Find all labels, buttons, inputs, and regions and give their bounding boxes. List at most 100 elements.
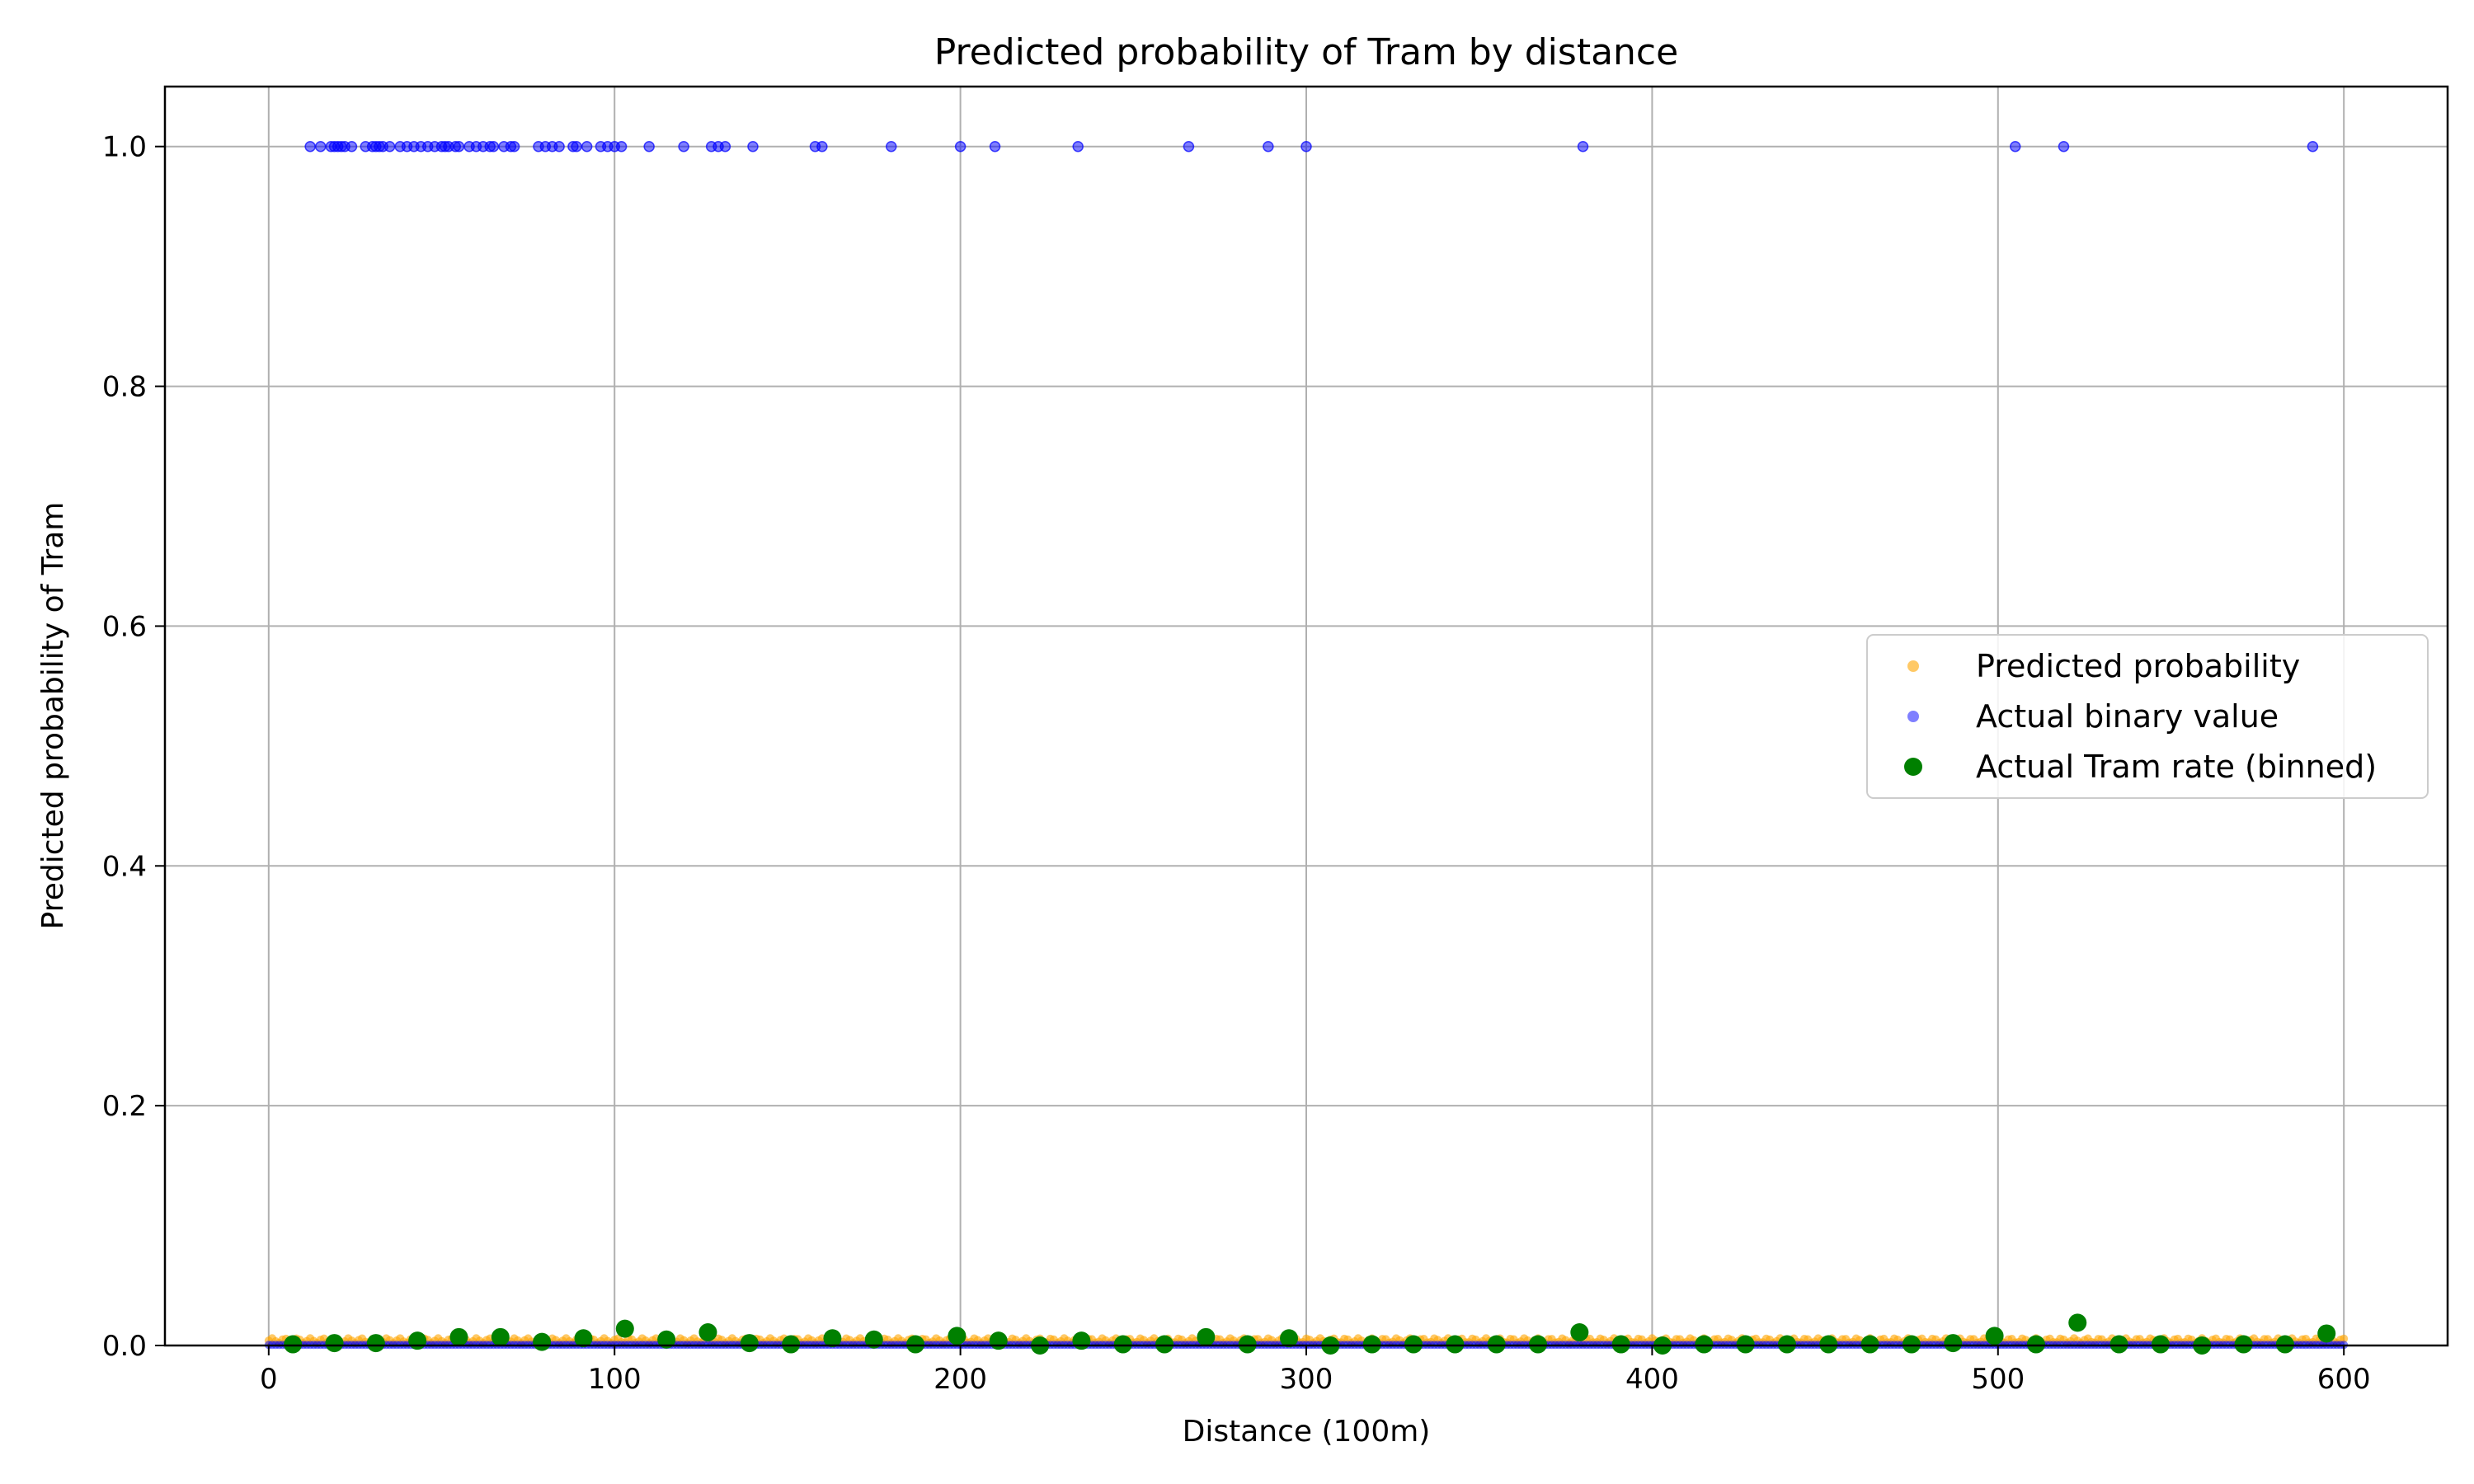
y-tick-label: 1.0 xyxy=(102,131,147,164)
binned-rate-point xyxy=(1487,1335,1506,1354)
actual-binary-one-point xyxy=(719,140,731,153)
binned-rate-point xyxy=(657,1330,676,1349)
actual-binary-one-point xyxy=(1300,140,1312,153)
binned-rate-point xyxy=(449,1327,468,1346)
actual-binary-one-point xyxy=(453,140,465,153)
binned-rate-point xyxy=(1695,1335,1714,1354)
binned-rate-point xyxy=(1985,1327,2004,1345)
legend: Predicted probability Actual binary value… xyxy=(1866,634,2429,799)
actual-binary-one-point xyxy=(487,140,500,153)
binned-rate-point xyxy=(408,1331,427,1350)
binned-rate-point xyxy=(2109,1335,2128,1354)
legend-entry-predicted-probability-label: Predicted probability xyxy=(1976,648,2300,684)
binned-rate-point xyxy=(1736,1335,1755,1354)
actual-binary-one-point xyxy=(678,140,689,153)
binned-rate-point xyxy=(2068,1313,2087,1332)
actual-binary-one-point xyxy=(571,140,582,153)
x-tick-label: 600 xyxy=(2317,1363,2371,1396)
x-tick-label: 200 xyxy=(934,1363,987,1396)
actual-binary-one-point xyxy=(553,140,565,153)
binned-rate-point xyxy=(2151,1335,2170,1354)
x-tick-label: 0 xyxy=(260,1363,278,1396)
binned-rate-point xyxy=(325,1334,344,1353)
y-tick-label: 0.2 xyxy=(102,1090,147,1123)
actual-binary-one-point xyxy=(2010,140,2021,153)
predicted-probability-point xyxy=(2340,1334,2349,1343)
x-axis-ticks: 0 100 200 300 400 500 600 xyxy=(260,1345,2371,1396)
binned-rate-point xyxy=(906,1335,925,1354)
legend-entry-binned-rate-label: Actual Tram rate (binned) xyxy=(1976,749,2377,785)
actual-binary-one-point xyxy=(304,140,316,153)
chart-title: Predicted probability of Tram by distanc… xyxy=(934,31,1678,73)
x-tick-label: 400 xyxy=(1625,1363,1679,1396)
legend-entry-actual-binary-value-marker xyxy=(1907,711,1919,722)
binned-rate-point xyxy=(1197,1327,1216,1346)
binned-rate-point xyxy=(740,1334,759,1353)
legend-entry-binned-rate-marker xyxy=(1904,758,1922,776)
x-tick-label: 100 xyxy=(588,1363,642,1396)
x-axis-label: Distance (100m) xyxy=(1183,1415,1431,1449)
binned-rate-point xyxy=(533,1332,552,1351)
binned-rate-point xyxy=(698,1323,717,1342)
binned-rate-point xyxy=(1238,1335,1257,1354)
actual-binary-one-point xyxy=(1263,140,1274,153)
binned-rate-point xyxy=(1280,1329,1299,1348)
actual-binary-one-point xyxy=(2058,140,2070,153)
y-axis-label: Predicted probability of Tram xyxy=(36,502,70,930)
actual-binary-one-point xyxy=(314,140,327,153)
binned-rate-point xyxy=(574,1329,593,1348)
binned-rate-point xyxy=(615,1319,634,1338)
legend-entry-predicted-probability-marker xyxy=(1907,660,1919,672)
actual-binary-one-point xyxy=(1072,140,1084,153)
actual-binary-one-point xyxy=(643,140,655,153)
actual-binary-one-point xyxy=(508,140,520,153)
binned-rate-point xyxy=(823,1329,842,1348)
actual-binary-one-point xyxy=(747,140,759,153)
binned-rate-point xyxy=(284,1335,303,1354)
binned-rate-point xyxy=(1570,1323,1589,1342)
actual-binary-one-point xyxy=(816,140,828,153)
actual-binary-one-point xyxy=(2307,140,2319,153)
binned-rate-point xyxy=(2275,1335,2294,1354)
binned-rate-point xyxy=(1446,1335,1465,1354)
binned-rate-point xyxy=(1944,1334,1963,1353)
binned-rate-point xyxy=(1777,1335,1796,1354)
binned-rate-point xyxy=(366,1334,385,1353)
binned-rate-point xyxy=(1611,1335,1630,1354)
binned-rate-point xyxy=(1362,1335,1381,1354)
binned-rate-point xyxy=(1404,1335,1423,1354)
binned-rate-point xyxy=(2026,1335,2045,1354)
actual-binary-one-point xyxy=(989,140,1001,153)
binned-rate-point xyxy=(1155,1335,1174,1354)
actual-binary-one-point xyxy=(1577,140,1589,153)
y-tick-label: 0.0 xyxy=(102,1330,147,1363)
actual-binary-one-point xyxy=(581,140,593,153)
binned-rate-point xyxy=(1528,1335,1547,1354)
binned-rate-point xyxy=(948,1327,967,1345)
binned-rate-point xyxy=(2317,1324,2336,1343)
actual-binary-one-point xyxy=(885,140,897,153)
actual-binary-one-point xyxy=(383,140,396,153)
binned-rate-point xyxy=(1902,1335,1921,1354)
binned-rate-point xyxy=(864,1330,883,1349)
binned-rate-point xyxy=(989,1331,1008,1350)
legend-entry-actual-binary-value-label: Actual binary value xyxy=(1976,698,2279,735)
actual-binary-one-point xyxy=(346,140,358,153)
binned-rate-point xyxy=(1860,1335,1879,1354)
binned-rate-point xyxy=(1072,1331,1091,1350)
y-tick-label: 0.6 xyxy=(102,610,147,643)
legend-box xyxy=(1866,634,2429,799)
x-tick-label: 300 xyxy=(1280,1363,1333,1396)
y-tick-label: 0.8 xyxy=(102,371,147,404)
binned-rate-point xyxy=(782,1335,801,1354)
y-tick-label: 0.4 xyxy=(102,850,147,883)
y-axis-ticks: 0.0 0.2 0.4 0.6 0.8 1.0 xyxy=(102,131,165,1363)
actual-binary-one-point xyxy=(1183,140,1195,153)
binned-rate-point xyxy=(1113,1335,1132,1354)
actual-binary-one-point xyxy=(954,140,967,153)
binned-rate-point xyxy=(1819,1335,1838,1354)
actual-binary-one-point xyxy=(615,140,628,153)
x-tick-label: 500 xyxy=(1971,1363,2025,1396)
binned-rate-point xyxy=(491,1327,510,1346)
